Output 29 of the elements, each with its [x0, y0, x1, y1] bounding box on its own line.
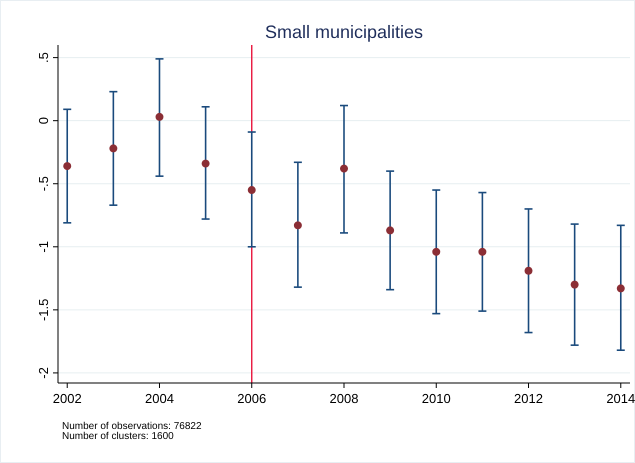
- y-tick-label: -2: [36, 367, 51, 379]
- point: [478, 248, 486, 256]
- text: Number of clusters: 1600: [62, 431, 174, 442]
- point: [432, 248, 440, 256]
- y-tick-label: -1: [36, 241, 51, 253]
- x-tick-label: 2006: [237, 391, 266, 406]
- x-tick-label: 2012: [514, 391, 543, 406]
- chart-title: Small municipalities: [264, 22, 424, 42]
- x-tick-label: 2004: [145, 391, 174, 406]
- point: [155, 112, 164, 121]
- point: [63, 162, 72, 170]
- point: [570, 280, 579, 289]
- x-tick-label: 2014: [606, 391, 635, 406]
- point: [616, 284, 625, 292]
- point: [386, 226, 394, 234]
- x-tick-label: 2010: [422, 391, 451, 406]
- point: [109, 144, 118, 152]
- y-tick-label: 0: [36, 117, 51, 124]
- y-tick-label: -1.5: [36, 298, 51, 322]
- text: Number of observations: 76822: [62, 421, 202, 432]
- y-tick-label: .5: [36, 52, 51, 64]
- point: [340, 164, 348, 173]
- x-tick-label: 2002: [52, 391, 82, 406]
- y-tick-label: -.5: [36, 176, 51, 192]
- point: [248, 186, 256, 194]
- x-tick-label: 2008: [330, 391, 358, 406]
- point: [202, 160, 210, 168]
- point: [524, 266, 533, 275]
- point: [294, 221, 302, 230]
